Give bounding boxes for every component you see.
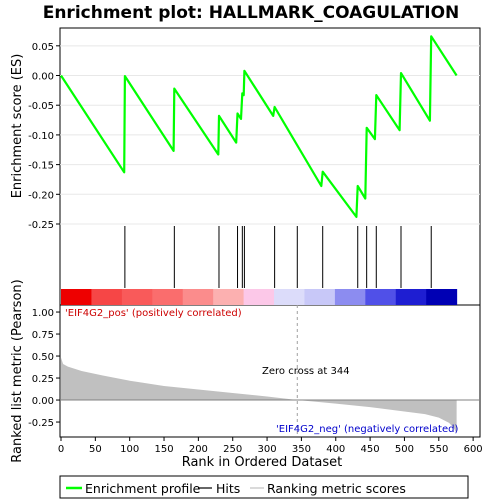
metric-y-axis: 1.00 0.75 0.50 0.25 0.00 -0.25 (28, 308, 60, 429)
x-tick-label: 300 (258, 444, 277, 455)
x-tick-label: 450 (361, 444, 380, 455)
neg-label: 'EIF4G2_neg' (negatively correlated) (276, 424, 458, 435)
es-y-tick-label: 0.00 (32, 72, 54, 83)
x-tick-label: 200 (189, 444, 208, 455)
es-gridlines (60, 45, 480, 225)
heat-bar-segment (213, 289, 245, 305)
heat-bar-segment (243, 289, 275, 305)
enrichment-profile-line (60, 35, 458, 218)
metric-y-tick-label: -0.25 (28, 418, 54, 429)
es-y-tick-label: -0.25 (28, 220, 54, 231)
heat-bar (61, 289, 458, 305)
metric-y-label: Ranked list metric (Pearson) (10, 279, 25, 462)
x-tick-label: 250 (223, 444, 242, 455)
ranking-metric-fill (61, 357, 457, 434)
es-y-tick-label: -0.10 (28, 131, 54, 142)
heat-bar-segment (426, 289, 458, 305)
metric-y-tick-label: 1.00 (32, 308, 54, 319)
pos-label: 'EIF4G2_pos' (positively correlated) (65, 308, 242, 319)
hit-marks (124, 226, 432, 288)
metric-y-tick-label: 0.50 (32, 352, 54, 363)
x-tick-label: 50 (89, 444, 102, 455)
heat-bar-segment (274, 289, 305, 305)
heat-bar-segment (61, 289, 92, 305)
heat-bar-segment (121, 289, 153, 305)
x-tick-label: 0 (58, 444, 64, 455)
heat-bar-segment (304, 289, 336, 305)
legend-label-hits: Hits (216, 481, 240, 496)
es-panel-frame (59, 27, 481, 225)
ranking-metric-area (60, 305, 480, 437)
legend-label-profile: Enrichment profile (85, 481, 201, 496)
es-y-tick-label: -0.05 (28, 101, 54, 112)
es-y-axis: 0.05 0.00 -0.05 -0.10 -0.15 -0.20 -0.25 (28, 42, 60, 231)
es-y-tick-label: -0.20 (28, 190, 54, 201)
x-tick-label: 550 (429, 444, 448, 455)
legend-label-metric: Ranking metric scores (267, 481, 406, 496)
x-tick-label: 100 (120, 444, 139, 455)
zero-cross-annotation: Zero cross at 344 (262, 366, 350, 377)
x-tick-label: 400 (326, 444, 345, 455)
heat-bar-segment (395, 289, 427, 305)
x-tick-label: 150 (154, 444, 173, 455)
metric-y-tick-label: 0.00 (32, 396, 54, 407)
heat-bar-segment (182, 289, 214, 305)
metric-y-tick-label: 0.75 (32, 330, 54, 341)
es-series (60, 35, 458, 218)
x-axis-label: Rank in Ordered Dataset (182, 455, 343, 470)
heat-bar-segment (365, 289, 397, 305)
heat-bar-segment (334, 289, 366, 305)
chart-title: Enrichment plot: HALLMARK_COAGULATION (43, 3, 460, 23)
x-tick-label: 500 (395, 444, 414, 455)
x-axis: 0 50 100 150 200 250 300 350 400 450 500 550 600 (58, 437, 483, 455)
es-y-tick-label: -0.15 (28, 161, 54, 172)
heat-bar-segment (91, 289, 123, 305)
es-y-tick-label: 0.05 (32, 42, 54, 53)
x-tick-label: 600 (464, 444, 483, 455)
metric-y-tick-label: 0.25 (32, 374, 54, 385)
es-y-label: Enrichment score (ES) (10, 54, 25, 199)
heat-bar-segment (152, 289, 184, 305)
x-tick-label: 350 (292, 444, 311, 455)
legend-box (59, 475, 469, 499)
